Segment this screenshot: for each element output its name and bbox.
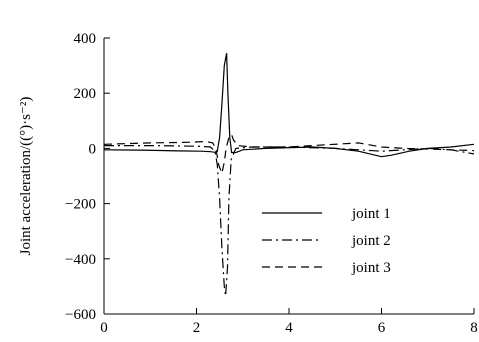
series-line-joint-3 [103, 133, 475, 176]
series-line-joint-1 [103, 53, 475, 158]
series-line-joint-2 [104, 145, 475, 297]
y-tick-label: −200 [65, 197, 96, 213]
y-axis-title: Joint acceleration/((°)·s⁻²) [18, 97, 34, 256]
legend-label-joint-2: joint 2 [351, 233, 391, 249]
y-tick-label: −400 [65, 252, 96, 268]
y-tick-label: −600 [65, 307, 96, 323]
x-tick-label: 8 [470, 320, 478, 336]
x-tick-label: 0 [100, 320, 108, 336]
y-tick-label: 200 [74, 86, 97, 102]
x-tick-label: 6 [378, 320, 386, 336]
x-tick-label: 2 [193, 320, 201, 336]
y-tick-label: 400 [74, 31, 97, 47]
legend-label-joint-1: joint 1 [351, 206, 391, 222]
y-tick-label: 0 [89, 141, 97, 157]
legend-label-joint-3: joint 3 [351, 260, 391, 276]
series-lines [103, 53, 475, 297]
x-tick-label: 4 [285, 320, 293, 336]
axes [103, 38, 474, 315]
legend: joint 1 joint 2 joint 3 [262, 206, 391, 276]
